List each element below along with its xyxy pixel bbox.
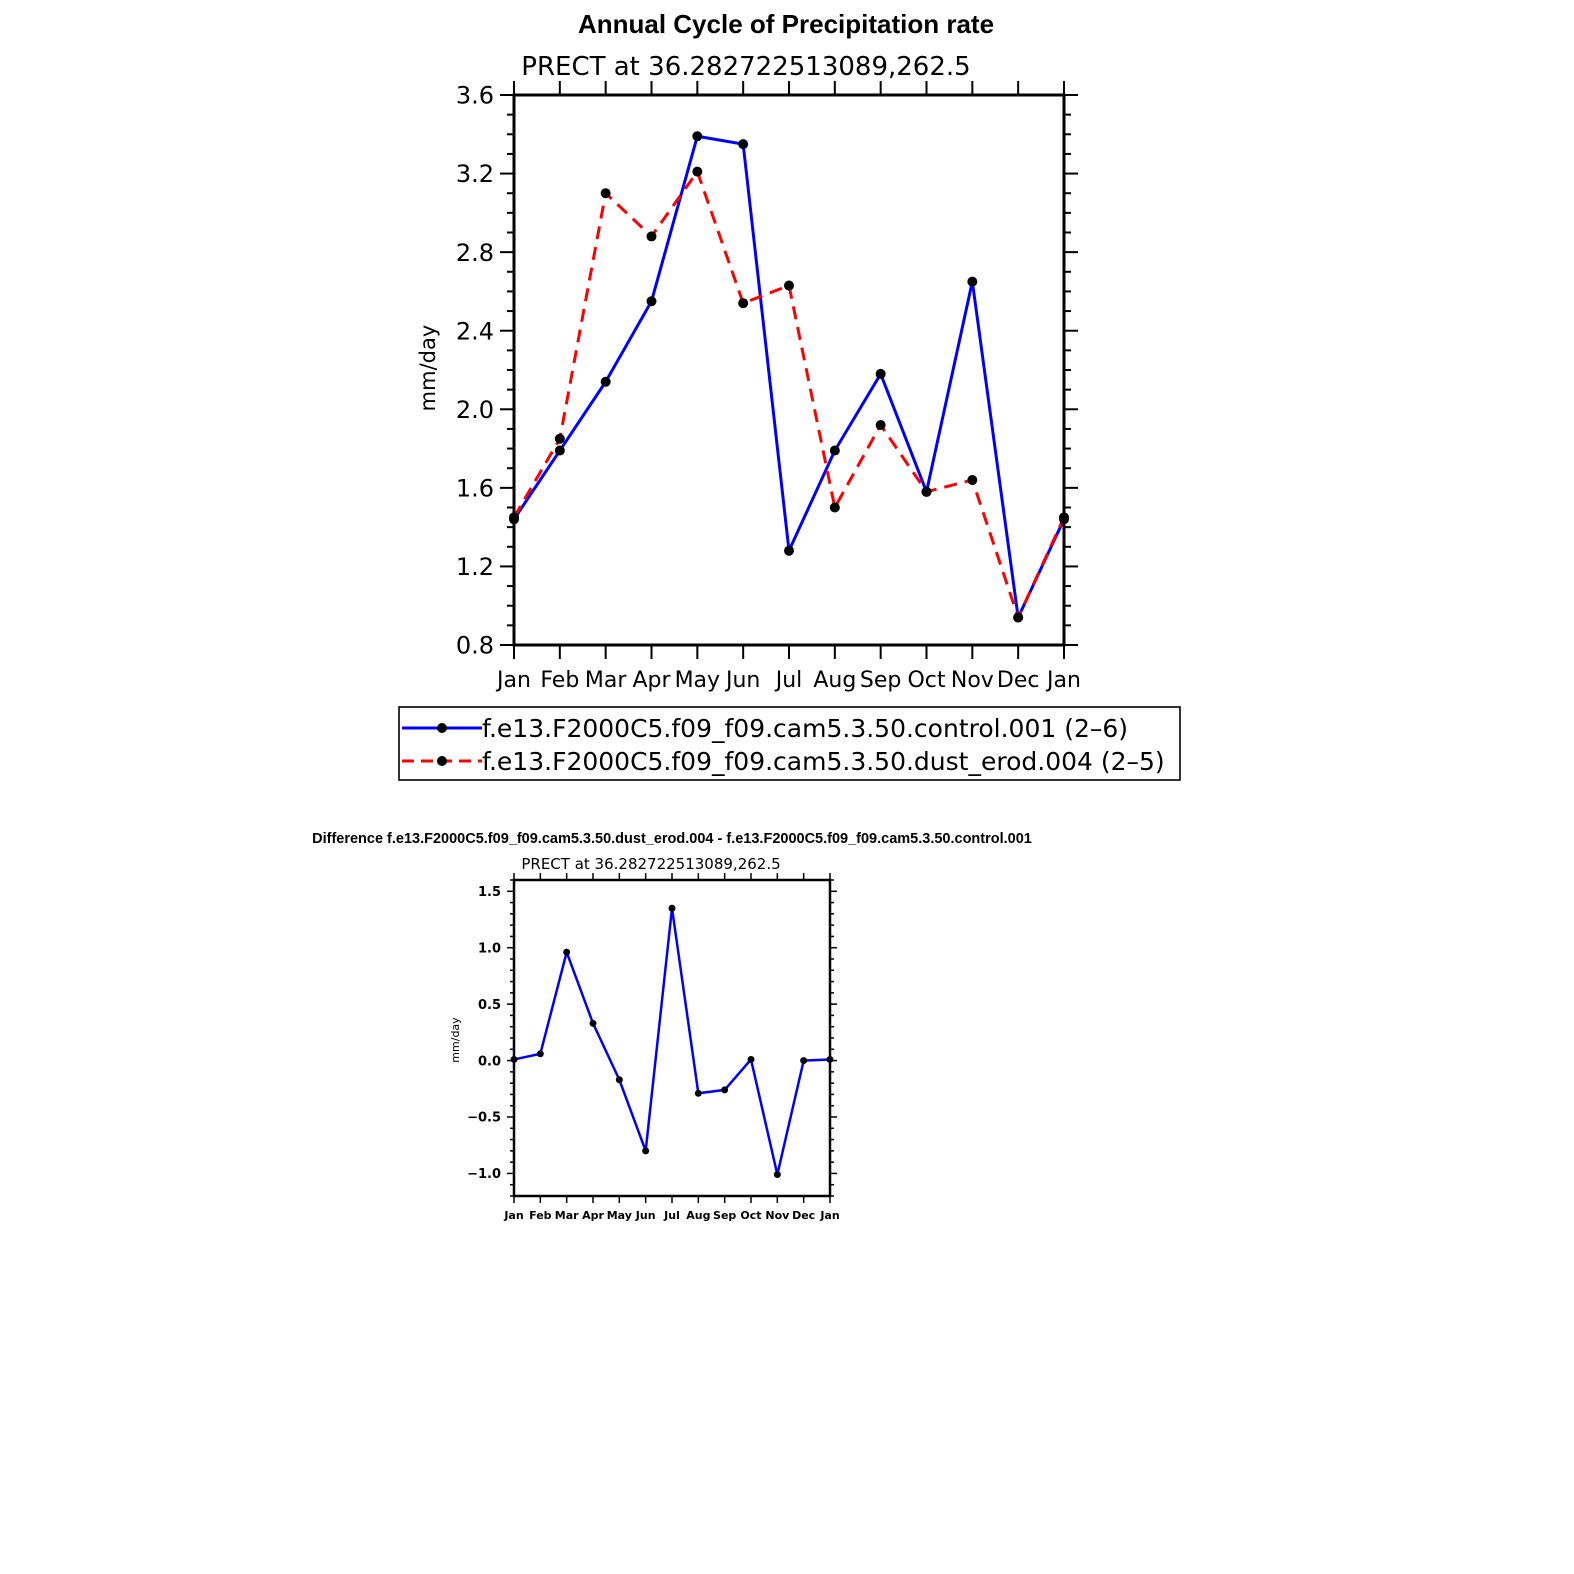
chart2-ytick-label: −0.5 [467, 1111, 501, 1126]
chart2-xtick-label: Jan [503, 1209, 523, 1222]
chart1-ytick-label: 2.8 [456, 239, 494, 267]
chart1-xtick-label: Oct [907, 668, 945, 693]
chart1-frame [512, 93, 1066, 647]
chart1-data-point [875, 420, 886, 430]
chart2-xtick-label: Dec [792, 1209, 815, 1222]
chart2-xtick-label: Apr [582, 1209, 604, 1222]
chart2-data-point [800, 1057, 808, 1065]
chart2-xtick-label: Sep [713, 1209, 736, 1222]
chart1-data-point [784, 545, 794, 556]
chart1-xtick-label: Dec [997, 668, 1040, 693]
chart1-xtick-label: Apr [632, 668, 671, 693]
chart1-ytick-label: 2.0 [456, 396, 494, 424]
chart1-ytick-label: 1.2 [456, 553, 494, 581]
legend-marker-dust-erod [437, 756, 447, 766]
chart1-xtick-label: Jan [495, 668, 531, 693]
chart1-data-point [600, 188, 611, 199]
chart2-ytick-label: 0.5 [478, 998, 501, 1013]
chart1-data-point [875, 368, 886, 379]
chart2-xtick-label: Aug [686, 1209, 710, 1222]
chart1-data-point [967, 276, 978, 287]
chart1-data-point [829, 445, 840, 456]
chart1-data-point [646, 296, 657, 307]
chart1-data-point [692, 131, 703, 142]
chart2-xtick-label: Jul [663, 1209, 680, 1222]
chart1-data-point [509, 512, 519, 523]
chart1-data-point [784, 280, 794, 291]
legend-frame [398, 706, 1181, 781]
chart1-data-point [692, 166, 703, 177]
chart2-xtick-label: Oct [740, 1209, 761, 1222]
chart2-plot-area [510, 904, 834, 1179]
chart1-series-line-0 [512, 134, 1066, 623]
chart2-data-point [536, 1050, 544, 1058]
chart2-data-point [563, 948, 571, 956]
chart1-xtick-label: Nov [951, 668, 994, 693]
chart1-data-point [1059, 512, 1069, 523]
chart1-xtick-label: May [675, 668, 720, 693]
chart1-data-point [829, 502, 840, 513]
chart2-data-point [773, 1171, 781, 1179]
chart2-ytick-label: −1.0 [467, 1167, 501, 1182]
chart1-xtick-label: Feb [540, 668, 579, 693]
chart1-legend: f.e13.F2000C5.f09_f09.cam5.3.50.control.… [398, 706, 1181, 781]
chart2-data-point [694, 1089, 702, 1097]
chart2-data-point [721, 1086, 729, 1094]
chart1-ytick-label: 3.6 [456, 82, 494, 110]
chart2-data-point [615, 1076, 623, 1084]
chart1-plot-area [509, 131, 1069, 623]
chart1-data-point [554, 433, 565, 444]
chart2-axes: Jan Feb Mar Apr May Jun Jul Aug Sep Oct Nov Dec Jan −… [467, 873, 840, 1222]
chart2-xtick-label: Mar [555, 1209, 579, 1222]
legend-label-control: f.e13.F2000C5.f09_f09.cam5.3.50.control.… [482, 714, 1128, 743]
chart1-xtick-label: Jun [724, 668, 760, 693]
chart1-data-point [738, 139, 749, 150]
chart1-xtick-label: Sep [860, 668, 901, 693]
chart1-xtick-label: Aug [813, 668, 856, 693]
chart2-data-point [826, 1055, 834, 1063]
chart1-ytick-label: 0.8 [456, 632, 494, 660]
chart1-data-point [967, 475, 978, 485]
chart2-ytick-label: 1.5 [478, 885, 501, 900]
legend-marker-control [437, 723, 447, 733]
chart2-series-line-0 [513, 908, 831, 1175]
chart2-ytick-label: 0.0 [478, 1054, 501, 1069]
chart2-data-point [642, 1147, 650, 1155]
chart2-ytick-label: 1.0 [478, 941, 501, 956]
chart1-data-point [738, 298, 749, 309]
chart2-xtick-label: Jan [819, 1209, 839, 1222]
chart2-xtick-label: Jun [635, 1209, 656, 1222]
chart1-ylabel: mm/day [416, 325, 440, 412]
chart1-data-point [1013, 612, 1024, 623]
chart1-data-point [646, 231, 657, 242]
chart1-title: Annual Cycle of Precipitation rate [578, 9, 994, 39]
chart1-subtitle: PRECT at 36.282722513089,262.5 [521, 52, 970, 82]
chart1-xtick-label: Mar [585, 668, 627, 693]
chart1-axes: Jan Feb Mar Apr May Jun Jul Aug Sep Oct Nov Dec Jan0… [456, 81, 1081, 693]
chart2-subtitle: PRECT at 36.282722513089,262.5 [521, 855, 780, 873]
chart2-xtick-label: Feb [529, 1209, 552, 1222]
chart1-data-point [554, 445, 565, 456]
chart2-ylabel: mm/day [449, 1017, 462, 1063]
chart2-title: Difference f.e13.F2000C5.f09_f09.cam5.3.… [312, 831, 1032, 847]
chart1-ytick-label: 1.6 [456, 474, 494, 502]
chart2-xtick-label: Nov [765, 1209, 790, 1222]
chart2-data-point [589, 1019, 597, 1027]
chart2-xtick-label: May [607, 1209, 632, 1222]
legend-label-dust-erod: f.e13.F2000C5.f09_f09.cam5.3.50.dust_ero… [482, 747, 1165, 776]
chart1-ytick-label: 2.4 [456, 317, 494, 345]
chart1-xtick-label: Jan [1045, 668, 1081, 693]
chart1-ytick-label: 3.2 [456, 160, 494, 188]
chart2-data-point [510, 1055, 518, 1063]
chart2-data-point [747, 1055, 755, 1063]
chart1-data-point [921, 486, 932, 497]
chart1-xtick-label: Jul [774, 668, 803, 693]
chart2-data-point [668, 904, 676, 912]
chart1-data-point [600, 376, 611, 387]
